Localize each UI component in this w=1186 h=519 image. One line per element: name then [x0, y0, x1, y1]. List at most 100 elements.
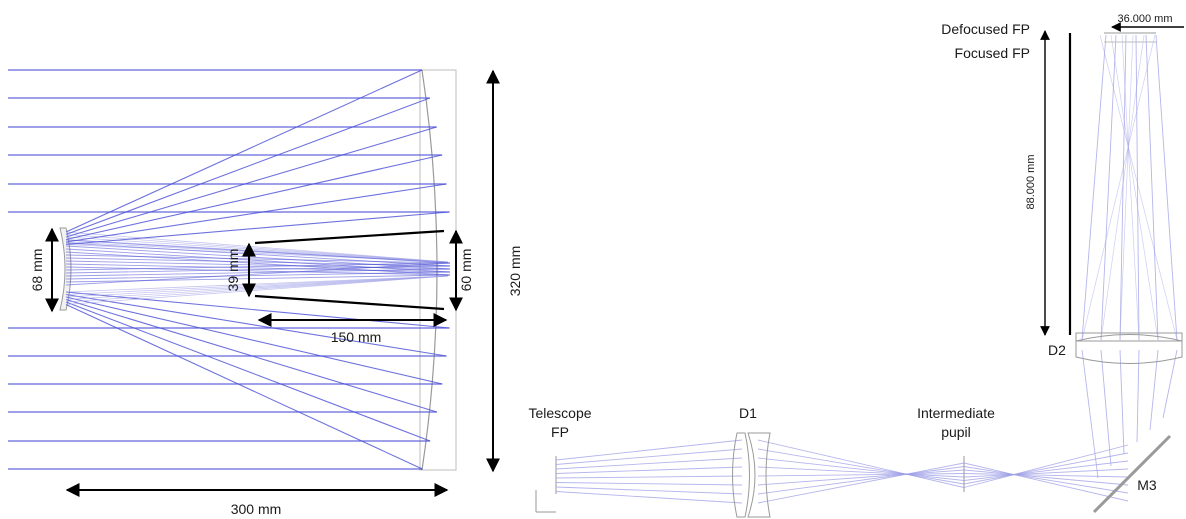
relay-ray: [555, 457, 743, 470]
d2-lens: [1075, 332, 1183, 364]
dimension-60: 60 mm: [449, 229, 474, 312]
relayed-ray: [65, 275, 449, 300]
relayed-ray: [65, 275, 449, 298]
focus-ray: [65, 242, 451, 267]
dim-36-label: 36.000 mm: [1117, 13, 1172, 25]
relay-ray: [757, 469, 965, 486]
relay-ray: [555, 491, 743, 504]
relay-optics-trace: [555, 32, 1183, 518]
relay-ray: [757, 466, 965, 478]
relay-ray: [555, 482, 743, 486]
vertical-ray: [1099, 34, 1178, 341]
reflected-ray: [65, 183, 447, 243]
relayed-ray: [65, 275, 449, 295]
dimension-36: 36.000 mm: [1111, 13, 1184, 32]
focus-ray: [65, 271, 451, 280]
focus-ray: [65, 265, 451, 274]
vertical-ray: [1081, 34, 1107, 341]
vertical-ray: [1121, 34, 1140, 341]
secondary-mirror: [59, 227, 72, 311]
telescope-fp-label-line2: FP: [551, 424, 569, 440]
relayed-ray: [65, 236, 449, 263]
vertical-ray: [1110, 34, 1159, 341]
vertical-ray: [1155, 34, 1178, 341]
relay-ray: [963, 460, 1129, 481]
vertical-ray: [1119, 34, 1134, 341]
focus-ray-bundle: [65, 239, 451, 286]
focus-ray: [65, 254, 451, 264]
baffle-bottom: [254, 294, 445, 311]
relay-ray: [757, 473, 965, 477]
vertical-ray: [1081, 349, 1099, 479]
relay-ray: [555, 475, 743, 479]
vertical-ray: [1100, 34, 1117, 341]
dimension-150: 150 mm: [257, 313, 448, 345]
dim-320-label: 320 mm: [507, 246, 523, 297]
focus-ray: [65, 260, 451, 270]
focus-ray: [65, 245, 451, 270]
relay-ray: [555, 439, 743, 461]
reflected-ray: [65, 301, 431, 442]
defocused-fp-label: Defocused FP: [941, 21, 1030, 37]
d1-lens: [732, 432, 771, 518]
dimension-320: 320 mm: [486, 69, 523, 473]
relay-ray: [555, 486, 743, 495]
vertical-ray: [1119, 349, 1125, 455]
telescope-rays: [8, 69, 450, 470]
focus-ray: [65, 257, 451, 267]
d2-label: D2: [1048, 342, 1066, 358]
relay-ray: [963, 468, 1129, 478]
dimension-88: 88.000 mm: [1025, 30, 1072, 336]
vertical-ray: [1145, 34, 1159, 341]
vertical-ray: [1149, 349, 1159, 431]
reflected-ray: [65, 304, 423, 470]
vertical-ray-bundle: [1081, 34, 1178, 479]
dimension-300: 300 mm: [65, 483, 449, 517]
relay-ray: [757, 462, 965, 504]
relay-ray: [963, 444, 1129, 488]
d1-label: D1: [739, 405, 757, 421]
relayed-ray: [65, 275, 449, 293]
vertical-ray: [1081, 34, 1156, 341]
vertical-ray: [1135, 34, 1140, 341]
relay-ray: [963, 462, 1129, 502]
focus-ray: [65, 266, 451, 276]
reflected-ray: [65, 293, 447, 357]
primary-mirror: [421, 69, 438, 471]
telescope-ray-trace: [8, 69, 457, 471]
relay-ray: [757, 466, 965, 495]
focused-fp-label: Focused FP: [955, 45, 1030, 61]
horizontal-ray-bundle: [555, 439, 1129, 504]
relay-ray: [963, 469, 1129, 486]
reflected-ray: [65, 298, 438, 413]
reflected-ray: [65, 69, 423, 233]
dim-60-label: 60 mm: [458, 249, 474, 292]
relay-ray: [963, 473, 1129, 478]
dim-88-label: 88.000 mm: [1025, 154, 1037, 209]
relayed-ray: [65, 231, 449, 263]
vertical-ray: [1162, 349, 1178, 419]
reflected-ray: [65, 126, 437, 238]
axis-triad: [535, 490, 556, 513]
relay-ray: [757, 448, 965, 485]
focus-ray: [65, 262, 451, 271]
reflected-ray: [65, 211, 450, 246]
dim-300-label: 300 mm: [231, 501, 282, 517]
dimension-68: 68 mm: [29, 227, 59, 313]
focus-ray: [65, 248, 451, 273]
relay-ray: [963, 452, 1129, 485]
relayed-ray: [65, 275, 449, 305]
m3-label: M3: [1137, 477, 1157, 493]
focus-ray: [65, 263, 451, 273]
relay-ray: [757, 457, 965, 481]
baffle-top: [254, 229, 445, 245]
focus-ray: [65, 274, 451, 283]
vertical-ray: [1119, 34, 1127, 341]
relayed-ray: [65, 239, 449, 263]
vertical-ray: [1100, 349, 1112, 467]
m3-mirror: [1092, 434, 1172, 514]
intermediate-pupil-label-line2: pupil: [941, 424, 971, 440]
dim-39-label: 39 mm: [225, 249, 241, 292]
telescope-fp-label-line1: Telescope: [528, 405, 591, 421]
